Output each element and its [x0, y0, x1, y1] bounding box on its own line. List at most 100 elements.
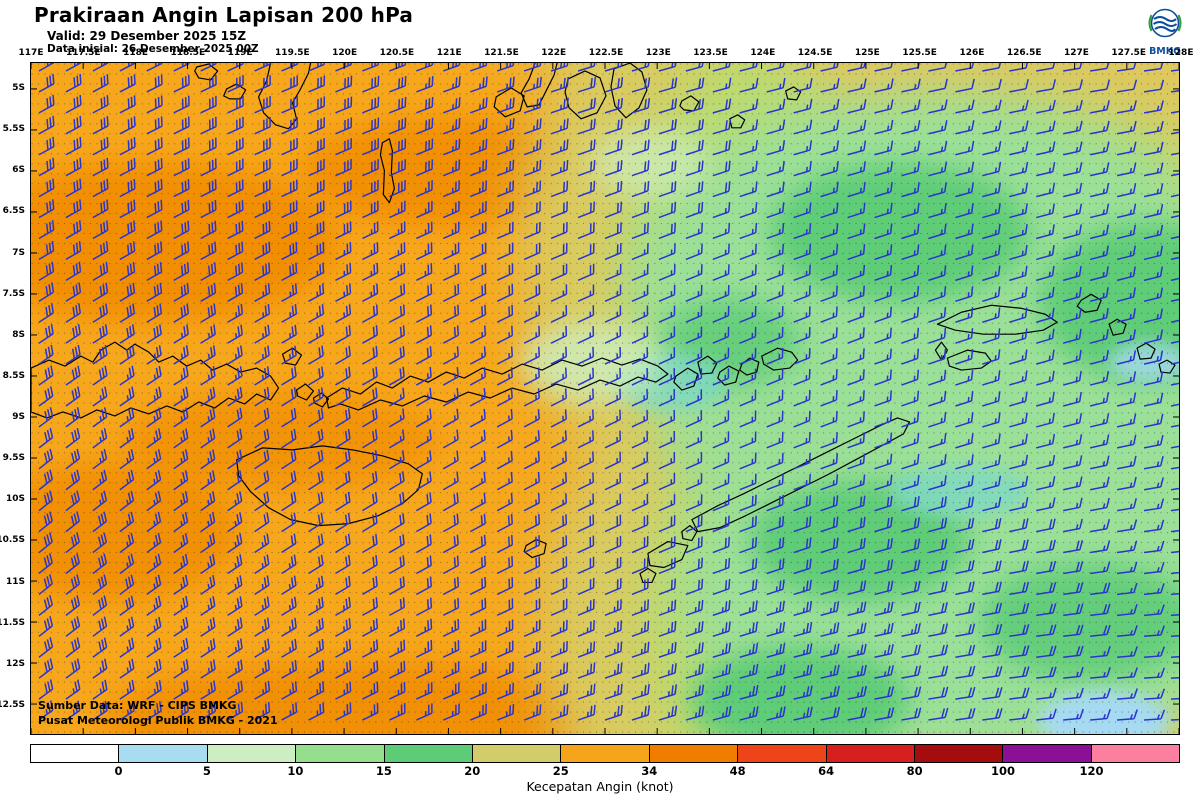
axis-ticks — [31, 63, 1179, 734]
coastline-path — [729, 114, 746, 129]
coastline-path — [1108, 318, 1127, 336]
colorbar-tick: 20 — [464, 764, 481, 778]
lon-tick-label: 122E — [541, 48, 567, 58]
lon-tick-label: 120.5E — [379, 48, 415, 58]
lon-tick-label: 119E — [227, 48, 253, 58]
colorbar — [30, 744, 1180, 763]
bmkg-logo: BMKG — [1140, 4, 1190, 57]
lon-tick-label: 117E — [18, 48, 44, 58]
colorbar-tick: 10 — [287, 764, 304, 778]
lon-tick-label: 121E — [436, 48, 462, 58]
colorbar-segment — [914, 745, 1004, 762]
lat-tick-label: 11S — [5, 576, 25, 587]
colorbar-segment — [31, 745, 120, 762]
lat-tick-label: 7.5S — [2, 288, 25, 299]
colorbar-segment — [296, 745, 385, 762]
coastline-path — [295, 383, 315, 401]
coastline-path — [31, 341, 280, 419]
colorbar-tick: 15 — [375, 764, 392, 778]
lon-tick-label: 118.5E — [170, 48, 206, 58]
lon-tick-label: 121.5E — [484, 48, 519, 58]
coastline-path — [761, 347, 799, 371]
bmkg-logo-icon — [1148, 8, 1182, 38]
lat-tick-label: 10S — [5, 494, 25, 505]
coastline-path — [934, 341, 949, 361]
colorbar-caption: Kecepatan Angin (knot) — [526, 779, 674, 794]
colorbar-tick: 48 — [729, 764, 746, 778]
wind-map — [31, 63, 1179, 734]
colorbar-tick: 25 — [552, 764, 569, 778]
map-container: Sumber Data: WRF - CIPS BMKG Pusat Meteo… — [19, 48, 1193, 735]
coastline-path — [681, 525, 698, 542]
lat-tick-label: 10.5S — [0, 535, 25, 546]
coastline-path — [717, 365, 740, 386]
colorbar-segment — [1003, 745, 1092, 762]
colorbar-segment — [561, 745, 650, 762]
coastline-path — [1136, 342, 1156, 360]
lon-tick-label: 123E — [645, 48, 671, 58]
colorbar-tick: 120 — [1079, 764, 1104, 778]
coastline-path — [493, 87, 525, 118]
forecast-meta: Valid: 29 Desember 2025 15Z Data inisial… — [47, 29, 259, 55]
latitude-axis: 5S 5.5S 6S 6.5S 7S 7.5S 8S 8.5S 9S 9.5S 10S 10.5S 11… — [0, 62, 28, 735]
lon-tick-label: 125E — [854, 48, 880, 58]
lon-tick-label: 119.5E — [275, 48, 310, 58]
bmkg-logo-label: BMKG — [1149, 46, 1181, 57]
lat-tick-label: 7S — [12, 247, 25, 258]
lat-tick-label: 12S — [5, 658, 25, 669]
coastline-path — [1158, 359, 1176, 374]
colorbar-segment — [119, 745, 208, 762]
coastline-path — [520, 63, 558, 108]
lon-tick-label: 118E — [123, 48, 148, 58]
lon-tick-label: 127E — [1063, 48, 1089, 58]
lon-tick-label: 127.5E — [1111, 48, 1147, 58]
coastline-path — [639, 567, 657, 584]
coastline-path — [739, 357, 760, 376]
map-layers — [31, 63, 1179, 734]
lat-tick-label: 12.5S — [0, 699, 25, 710]
source-line-2: Pusat Meteorologi Publik BMKG - 2021 — [38, 714, 278, 728]
lon-tick-label: 124.5E — [797, 48, 833, 58]
coastline-path — [236, 445, 423, 527]
colorbar-tick: 0 — [114, 764, 123, 778]
lat-tick-label: 9.5S — [2, 453, 25, 464]
coastline-path — [258, 63, 312, 130]
lon-tick-label: 128E — [1168, 48, 1194, 58]
lon-tick-label: 120E — [332, 48, 358, 58]
lon-tick-label: 123.5E — [693, 48, 728, 58]
colorbar-segment — [738, 745, 827, 762]
colorbar-segment — [472, 745, 562, 762]
source-line-1: Sumber Data: WRF - CIPS BMKG — [38, 699, 237, 713]
lat-tick-label: 11.5S — [0, 617, 25, 628]
lon-tick-label: 126E — [959, 48, 985, 58]
colorbar-segment — [384, 745, 473, 762]
coastline-path — [946, 349, 992, 371]
colorbar-segment — [826, 745, 915, 762]
colorbar-tick: 34 — [641, 764, 658, 778]
lat-tick-label: 5S — [12, 83, 25, 93]
lat-tick-label: 6S — [12, 165, 25, 176]
lat-tick-label: 5.5S — [2, 124, 25, 135]
lat-tick-label: 9S — [12, 412, 25, 423]
lon-tick-label: 117.5E — [65, 48, 101, 58]
colorbar-segment — [1091, 745, 1180, 762]
coastline-path — [673, 367, 699, 391]
coastline-path — [785, 86, 802, 101]
coastline-path — [647, 540, 689, 569]
wind-barbs — [38, 63, 1179, 721]
lat-tick-label: 8.5S — [2, 370, 25, 381]
coastline-path — [691, 417, 911, 533]
coastline-path — [1076, 293, 1102, 313]
colorbar-segment — [207, 745, 297, 762]
coastline-path — [194, 63, 219, 81]
lon-tick-label: 125.5E — [902, 48, 937, 58]
coastlines — [31, 63, 1176, 584]
colorbar-tick: 64 — [818, 764, 835, 778]
coastline-path — [564, 70, 607, 120]
lat-tick-label: 6.5S — [2, 206, 25, 217]
coastline-path — [697, 355, 718, 375]
lat-tick-label: 8S — [12, 329, 25, 340]
init-time: Data inisial: 26 Desember 2025 00Z — [47, 43, 259, 55]
lon-tick-label: 122.5E — [588, 48, 624, 58]
page-title: Prakiraan Angin Lapisan 200 hPa — [34, 3, 414, 27]
